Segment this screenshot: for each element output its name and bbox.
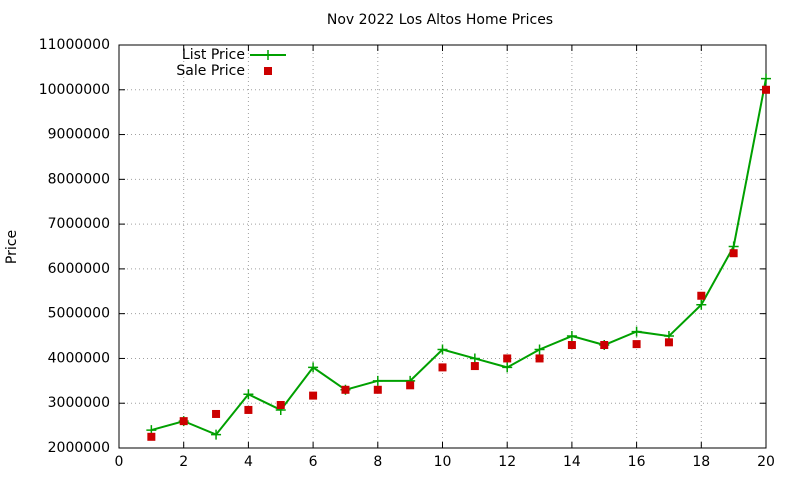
chart-title: Nov 2022 Los Altos Home Prices (327, 12, 553, 28)
data-point (212, 409, 221, 418)
series-line (151, 78, 767, 436)
data-point (438, 363, 447, 372)
y-tick-label: 6000000 (48, 261, 110, 277)
y-tick-label: 10000000 (39, 82, 110, 98)
data-point (406, 381, 415, 390)
data-point (372, 375, 383, 386)
data-point (762, 85, 770, 94)
x-tick-label: 8 (373, 454, 382, 470)
data-point (502, 362, 513, 373)
data-point (308, 362, 319, 373)
x-tick-label: 2 (179, 454, 188, 470)
y-tick-label: 5000000 (48, 306, 110, 322)
data-point (469, 353, 480, 364)
legend-swatch (263, 50, 273, 60)
data-point (276, 401, 285, 410)
y-tick-label: 7000000 (48, 216, 110, 232)
data-point (600, 341, 609, 350)
data-point (664, 338, 673, 347)
data-point (534, 344, 545, 355)
x-tick-label: 6 (309, 454, 318, 470)
data-point (567, 341, 576, 350)
x-tick-label: 14 (563, 454, 581, 470)
data-point (244, 405, 253, 414)
x-tick-label: 0 (115, 454, 124, 470)
y-tick-label: 4000000 (48, 350, 110, 366)
data-point (535, 354, 544, 363)
x-tick-label: 16 (628, 454, 646, 470)
y-tick-label: 9000000 (48, 127, 110, 143)
x-tick-label: 20 (757, 454, 775, 470)
data-point (437, 344, 448, 355)
data-point (631, 326, 642, 337)
x-tick-label: 4 (244, 454, 253, 470)
data-point (147, 432, 156, 441)
data-point (211, 429, 222, 440)
data-point (696, 299, 707, 310)
y-tick-label: 2000000 (48, 440, 110, 456)
data-point (470, 362, 479, 371)
data-point (309, 391, 318, 400)
data-point (566, 331, 577, 342)
y-axis-label: Price (4, 230, 20, 264)
data-point (761, 73, 771, 84)
plot-frame (118, 44, 767, 449)
data-point (243, 389, 254, 400)
data-point (341, 385, 350, 394)
y-tick-label: 3000000 (48, 395, 110, 411)
legend-label: List Price (182, 47, 245, 63)
x-tick-label: 12 (498, 454, 516, 470)
data-point (632, 340, 641, 349)
legend-swatch (264, 67, 272, 75)
legend-label: Sale Price (176, 63, 245, 79)
x-tick-label: 18 (692, 454, 710, 470)
data-point (729, 249, 738, 258)
data-point (697, 291, 706, 300)
data-point (373, 385, 382, 394)
data-point (503, 354, 512, 363)
x-tick-label: 10 (434, 454, 452, 470)
y-tick-label: 8000000 (48, 171, 110, 187)
y-tick-label: 11000000 (39, 37, 110, 53)
data-point (179, 417, 188, 426)
